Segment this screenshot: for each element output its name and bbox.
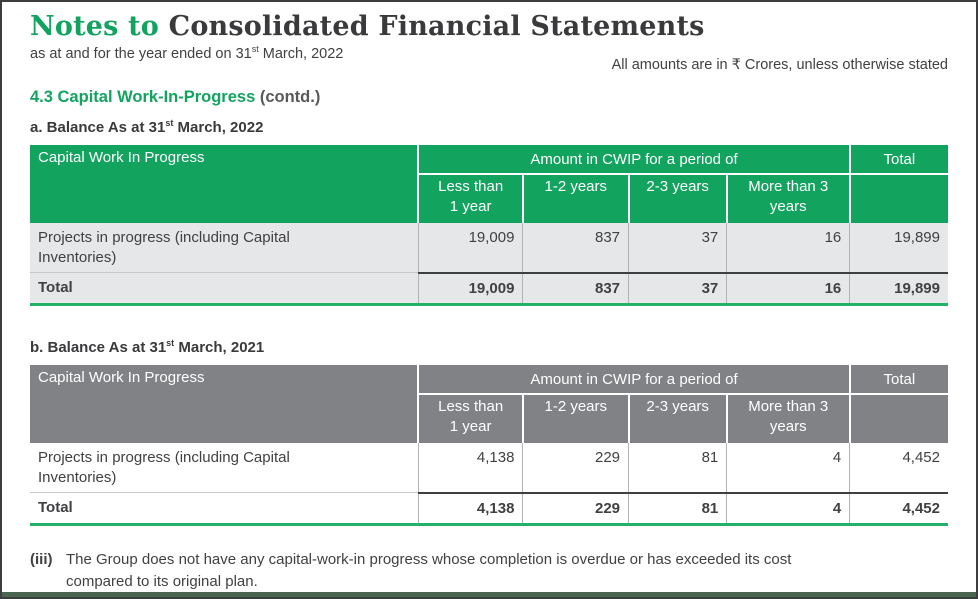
table-b-total-more-than-3-years: 4 xyxy=(726,491,850,526)
table-b-total-label: Total xyxy=(30,492,419,526)
table-b-caption-prefix: b. Balance As at 31 xyxy=(30,339,167,356)
page-bottom-bar xyxy=(2,592,976,597)
table-a-caption-prefix: a. Balance As at 31 xyxy=(30,119,166,136)
table-a-header-span: Amount in CWIP for a period of xyxy=(417,145,850,175)
section-heading: 4.3 Capital Work-In-Progress (contd.) xyxy=(30,88,948,107)
table-a-total-more-than-3-years: 16 xyxy=(726,271,850,306)
table-a-total-1-2-years: 837 xyxy=(522,271,629,306)
table-b-row-value-1-2-years: 229 xyxy=(522,443,629,493)
cwip-table-2021: Capital Work In Progress Amount in CWIP … xyxy=(30,365,948,526)
table-b-subheader-total-spacer xyxy=(848,394,948,443)
table-b-row-label: Projects in progress (including Capital … xyxy=(38,449,290,486)
table-a-row-value-less-than-1-year: 19,009 xyxy=(417,223,523,273)
table-a-total-label: Total xyxy=(30,272,419,306)
table-a-subheader-less-than-1-year: Less than 1 year xyxy=(417,174,523,223)
section-heading-text: 4.3 Capital Work-In-Progress xyxy=(30,88,256,106)
subtitle-suffix: March, 2022 xyxy=(258,46,344,62)
table-a-row-label: Projects in progress (including Capital … xyxy=(30,223,419,273)
table-b-caption-superscript: st xyxy=(166,338,175,348)
table-a-body: Projects in progress (including Capital … xyxy=(30,223,948,306)
table-b-subheader-more-than-3-years: More than 3 years xyxy=(725,394,850,443)
page-subtitle: as at and for the year ended on 31st Mar… xyxy=(30,44,344,62)
table-b-caption-suffix: March, 2021 xyxy=(174,339,265,356)
table-a-row-value-1-2-years: 837 xyxy=(522,223,629,273)
table-b-caption: b. Balance As at 31st March, 2021 xyxy=(30,338,948,357)
table-b-total-total: 4,452 xyxy=(849,491,948,526)
table-b-header-span: Amount in CWIP for a period of xyxy=(417,365,850,395)
table-b-row-value-less-than-1-year: 4,138 xyxy=(417,443,523,493)
table-a-header-main: Capital Work In Progress xyxy=(30,145,419,223)
table-row: Projects in progress (including Capital … xyxy=(30,223,948,273)
page-title-dark: Consolidated Financial Statements xyxy=(159,11,705,42)
table-b-total-less-than-1-year: 4,138 xyxy=(417,491,523,526)
table-b-header-main: Capital Work In Progress xyxy=(30,365,419,443)
table-a-total-2-3-years: 37 xyxy=(628,271,727,306)
footnote-text: The Group does not have any capital-work… xyxy=(66,551,792,590)
footnote-marker: (iii) xyxy=(30,551,53,568)
table-b-row-value-more-than-3-years: 4 xyxy=(726,443,850,493)
subtitle-prefix: as at and for the year ended on 31 xyxy=(30,46,252,62)
header-meta-row: as at and for the year ended on 31st Mar… xyxy=(30,44,948,73)
table-a-row-value-2-3-years: 37 xyxy=(628,223,727,273)
table-a-total-total: 19,899 xyxy=(849,271,948,306)
table-b-row-value-total: 4,452 xyxy=(849,443,948,493)
table-a-caption: a. Balance As at 31st March, 2022 xyxy=(30,118,948,137)
table-b-total-2-3-years: 81 xyxy=(628,491,727,526)
table-row: Projects in progress (including Capital … xyxy=(30,443,948,493)
cwip-table-2022: Capital Work In Progress Amount in CWIP … xyxy=(30,145,948,306)
table-a-subheader-1-2-years: 1-2 years xyxy=(521,174,629,223)
table-b-subheader-less-than-1-year: Less than 1 year xyxy=(417,394,523,443)
table-b-total-1-2-years: 229 xyxy=(522,491,629,526)
footnote: (iii) The Group does not have any capita… xyxy=(30,549,948,593)
table-a-caption-suffix: March, 2022 xyxy=(173,119,264,136)
table-a-subheader-2-3-years: 2-3 years xyxy=(627,174,727,223)
table-b-row-value-2-3-years: 81 xyxy=(628,443,727,493)
table-a-header-total: Total xyxy=(848,145,948,175)
table-a-total-row: Total 19,009 837 37 16 19,899 xyxy=(30,271,948,306)
table-a-row-value-more-than-3-years: 16 xyxy=(726,223,850,273)
table-b-body: Projects in progress (including Capital … xyxy=(30,443,948,526)
subtitle-superscript: st xyxy=(251,44,259,55)
table-b-header-total: Total xyxy=(848,365,948,395)
page-title: Notes to Consolidated Financial Statemen… xyxy=(30,10,948,44)
section-contd: (contd.) xyxy=(255,88,321,106)
table-a-header: Capital Work In Progress Amount in CWIP … xyxy=(30,145,948,223)
table-b-subheader-2-3-years: 2-3 years xyxy=(627,394,727,443)
table-b-total-row: Total 4,138 229 81 4 4,452 xyxy=(30,491,948,526)
table-a-subheader-total-spacer xyxy=(848,174,948,223)
amounts-note: All amounts are in ₹ Crores, unless othe… xyxy=(611,57,948,73)
table-b-subheader-1-2-years: 1-2 years xyxy=(521,394,629,443)
table-b-header: Capital Work In Progress Amount in CWIP … xyxy=(30,365,948,443)
table-a-subheader-more-than-3-years: More than 3 years xyxy=(725,174,850,223)
table-a-caption-superscript: st xyxy=(165,118,174,128)
page-title-green: Notes to xyxy=(30,11,160,42)
table-a-row-value-total: 19,899 xyxy=(849,223,948,273)
table-a-total-less-than-1-year: 19,009 xyxy=(417,271,523,306)
